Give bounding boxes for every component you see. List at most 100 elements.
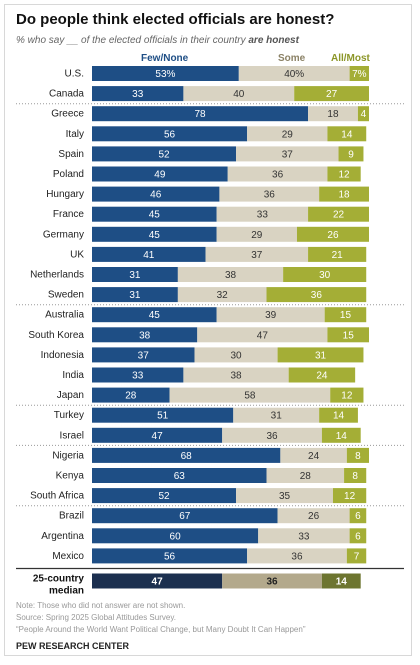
bar-some: [183, 367, 289, 383]
bar-all-most: [283, 267, 367, 282]
value-label-all-most: 8: [352, 471, 358, 482]
bar-few-none: [92, 407, 234, 423]
bar-some: [197, 327, 328, 343]
bar-few-none: [92, 146, 237, 162]
bar-some: [266, 468, 345, 483]
bar-all-most: [349, 66, 369, 81]
bar-few-none: [92, 246, 206, 262]
value-label-some: 58: [244, 391, 256, 402]
value-label-all-most: 14: [333, 411, 345, 422]
bar-some: [219, 186, 320, 202]
value-label-all-most: 6: [355, 511, 361, 522]
value-label-few-none: 31: [129, 290, 141, 301]
value-label-some: 39: [265, 310, 277, 321]
chart-title: Do people think elected officials are ho…: [16, 11, 335, 28]
country-label: Japan: [57, 390, 84, 401]
bar-few-none: [92, 347, 195, 363]
value-label-few-none: 31: [129, 270, 141, 281]
bar-all-most: [330, 387, 364, 403]
value-label-some: 36: [266, 431, 278, 442]
country-label: Spain: [58, 149, 84, 160]
bar-few-none: [92, 226, 217, 242]
bar-all-most: [327, 327, 369, 343]
value-label-few-none: 63: [174, 471, 186, 482]
bar-some: [308, 106, 358, 122]
bar-few-none: [92, 86, 184, 102]
bar-all-most: [349, 528, 367, 544]
country-label: India: [62, 370, 84, 381]
value-label-few-none: 28: [125, 391, 137, 402]
country-label: South Korea: [28, 330, 84, 341]
value-label-few-none: 56: [164, 129, 176, 140]
bar-all-most: [294, 86, 369, 102]
value-label-some: 38: [230, 371, 242, 382]
value-label-some: 33: [298, 531, 310, 542]
value-label-all-most: 15: [343, 330, 355, 341]
bar-all-most: [324, 307, 367, 323]
country-label: France: [53, 209, 85, 220]
value-label-some: 40%: [284, 69, 304, 80]
median-label: median: [49, 586, 84, 597]
bar-some: [247, 548, 347, 564]
country-label: U.S.: [65, 69, 84, 80]
value-label-all-most: 26: [327, 230, 339, 241]
report-title-line: “People Around the World Want Political …: [16, 625, 306, 634]
bar-some: [277, 508, 350, 524]
country-label: Nigeria: [52, 450, 84, 461]
value-label-few-none: 53%: [155, 69, 175, 80]
value-label-few-none: 60: [170, 531, 182, 542]
note-line: Note: Those who did not answer are not s…: [16, 601, 186, 610]
value-label-all-most: 22: [333, 210, 345, 221]
bar-all-most: [321, 427, 361, 443]
median-label: 25-country: [33, 574, 85, 585]
country-label: UK: [70, 249, 84, 260]
value-label-some: 29: [251, 230, 263, 241]
value-label-few-none: 45: [149, 230, 161, 241]
bar-all-most: [266, 287, 367, 303]
bar-some: [236, 146, 339, 162]
value-label-some: 24: [308, 451, 320, 462]
bar-all-most: [296, 226, 369, 242]
value-label-some: 36: [291, 551, 303, 562]
value-label-all-most: 12: [344, 491, 356, 502]
bar-some: [177, 287, 267, 303]
source-line: Source: Spring 2025 Global Attitudes Sur…: [16, 613, 176, 622]
bar-some: [233, 407, 320, 423]
value-label-some: 18: [327, 109, 339, 120]
value-label-few-none: 38: [139, 330, 151, 341]
value-label-few-none: 56: [164, 551, 176, 562]
value-label-few-none: 45: [149, 310, 161, 321]
value-label-few-none: 49: [154, 170, 166, 181]
bar-few-none: [92, 287, 178, 303]
bar-few-none: [92, 427, 223, 443]
value-label-all-most: 27: [326, 89, 338, 100]
bar-some: [205, 246, 309, 262]
value-label-all-most: 15: [340, 310, 352, 321]
value-label-some: 40: [233, 89, 245, 100]
value-label-all-most: 8: [355, 451, 361, 462]
bar-some: [194, 347, 278, 363]
chart-subtitle: % who say __ of the elected officials in…: [16, 35, 299, 46]
bar-some: [227, 166, 328, 182]
bar-few-none: [92, 206, 217, 222]
bar-all-most: [277, 347, 364, 363]
value-label-some: 29: [282, 129, 294, 140]
country-label: Greece: [51, 109, 84, 120]
value-label-some: 30: [230, 350, 242, 361]
median-value-all-most: 14: [336, 577, 348, 588]
value-label-some: 37: [282, 149, 294, 160]
bar-all-most: [346, 548, 367, 564]
bar-few-none: [92, 267, 178, 282]
value-label-all-most: 14: [341, 129, 353, 140]
value-label-all-most: 9: [348, 149, 354, 160]
bar-few-none: [92, 367, 184, 383]
bar-all-most: [327, 166, 361, 182]
bar-few-none: [92, 447, 281, 463]
country-label: Mexico: [52, 551, 84, 562]
country-label: Italy: [66, 129, 84, 140]
country-label: Indonesia: [41, 350, 85, 361]
bar-few-none: [92, 488, 237, 504]
bar-few-none: [92, 387, 170, 403]
value-label-all-most: 24: [316, 371, 328, 382]
bar-all-most: [346, 447, 369, 463]
